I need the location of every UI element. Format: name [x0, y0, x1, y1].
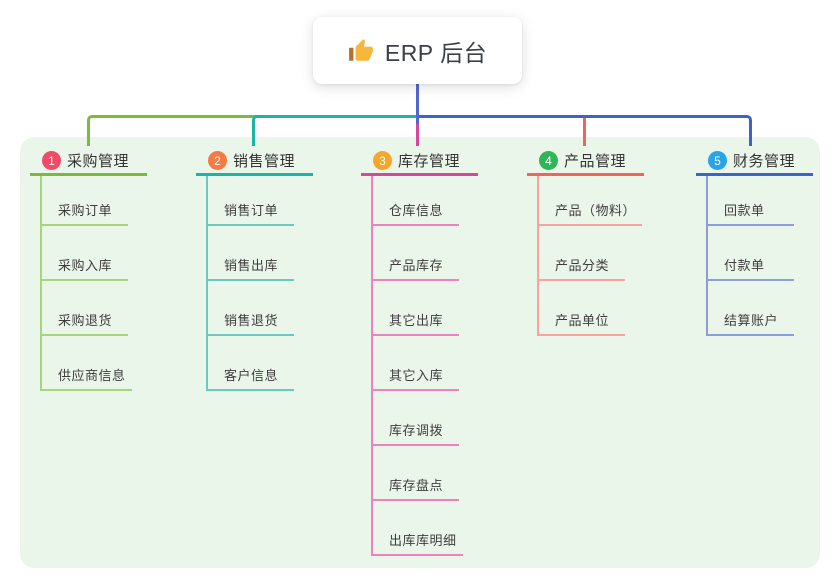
list-item: 库存盘点: [373, 446, 463, 501]
item-label: 客户信息: [208, 365, 294, 391]
branch-inventory-badge: 3: [373, 151, 392, 170]
list-item: 供应商信息: [42, 336, 132, 391]
branch-purchase-title: 采购管理: [67, 153, 130, 170]
branch-inventory-head: 3 库存管理: [361, 148, 478, 176]
connector-branch-3-drop: [416, 118, 419, 146]
list-item: 其它入库: [373, 336, 463, 391]
list-item: 仓库信息: [373, 176, 463, 226]
item-label: 出库库明细: [373, 530, 463, 556]
item-label: 库存盘点: [373, 475, 459, 501]
list-item: 付款单: [708, 226, 794, 281]
thumbs-up-icon: [348, 38, 374, 64]
branch-finance: 5 财务管理 回款单 付款单 结算账户: [696, 148, 813, 336]
item-label: 采购退货: [42, 310, 128, 336]
item-label: 库存调拨: [373, 420, 459, 446]
branch-inventory-title: 库存管理: [398, 153, 461, 170]
item-label: 产品单位: [539, 310, 625, 336]
list-item: 销售订单: [208, 176, 294, 226]
item-label: 仓库信息: [373, 200, 459, 226]
item-label: 付款单: [708, 255, 794, 281]
item-label: 供应商信息: [42, 365, 132, 391]
branch-purchase-head: 1 采购管理: [30, 148, 147, 176]
list-item: 销售出库: [208, 226, 294, 281]
list-item: 库存调拨: [373, 391, 463, 446]
connector-branch-5-elbow: [417, 115, 752, 146]
item-label: 采购入库: [42, 255, 128, 281]
item-label: 结算账户: [708, 310, 794, 336]
list-item: 客户信息: [208, 336, 294, 391]
branch-sales-title: 销售管理: [233, 153, 296, 170]
connector-root-stub: [416, 84, 419, 124]
list-item: 产品分类: [539, 226, 642, 281]
list-item: 采购退货: [42, 281, 132, 336]
list-item: 销售退货: [208, 281, 294, 336]
list-item: 其它出库: [373, 281, 463, 336]
branch-inventory: 3 库存管理 仓库信息 产品库存 其它出库 其它入库 库存调拨 库存盘点 出库库…: [361, 148, 478, 556]
branch-inventory-items: 仓库信息 产品库存 其它出库 其它入库 库存调拨 库存盘点 出库库明细: [371, 176, 463, 556]
branch-purchase: 1 采购管理 采购订单 采购入库 采购退货 供应商信息: [30, 148, 147, 391]
connector-branch-4-drop: [583, 118, 586, 146]
branch-product-items: 产品（物料） 产品分类 产品单位: [537, 176, 643, 336]
branch-finance-head: 5 财务管理: [696, 148, 813, 176]
list-item: 产品库存: [373, 226, 463, 281]
branch-finance-title: 财务管理: [733, 153, 796, 170]
list-item: 回款单: [708, 176, 794, 226]
item-label: 产品库存: [373, 255, 459, 281]
list-item: 结算账户: [708, 281, 794, 336]
branch-product-title: 产品管理: [564, 153, 627, 170]
list-item: 采购订单: [42, 176, 132, 226]
mindmap-panel: [20, 137, 820, 568]
connector-branch-2-elbow: [252, 115, 422, 146]
root-node: ERP 后台: [313, 17, 522, 84]
item-label: 产品分类: [539, 255, 625, 281]
branch-sales: 2 销售管理 销售订单 销售出库 销售退货 客户信息: [196, 148, 313, 391]
item-label: 采购订单: [42, 200, 128, 226]
item-label: 销售退货: [208, 310, 294, 336]
branch-sales-badge: 2: [208, 151, 227, 170]
root-node-label: ERP 后台: [384, 39, 488, 66]
list-item: 产品（物料）: [539, 176, 643, 226]
item-label: 销售订单: [208, 200, 294, 226]
branch-sales-items: 销售订单 销售出库 销售退货 客户信息: [206, 176, 294, 391]
branch-finance-items: 回款单 付款单 结算账户: [706, 176, 794, 336]
item-label: 回款单: [708, 200, 794, 226]
list-item: 产品单位: [539, 281, 642, 336]
item-label: 其它入库: [373, 365, 459, 391]
branch-purchase-badge: 1: [42, 151, 61, 170]
branch-product-head: 4 产品管理: [527, 148, 644, 176]
branch-product-badge: 4: [539, 151, 558, 170]
branch-product: 4 产品管理 产品（物料） 产品分类 产品单位: [527, 148, 644, 336]
branch-sales-head: 2 销售管理: [196, 148, 313, 176]
list-item: 采购入库: [42, 226, 132, 281]
branch-finance-badge: 5: [708, 151, 727, 170]
item-label: 销售出库: [208, 255, 294, 281]
item-label: 产品（物料）: [539, 200, 643, 226]
list-item: 出库库明细: [373, 501, 463, 556]
item-label: 其它出库: [373, 310, 459, 336]
branch-purchase-items: 采购订单 采购入库 采购退货 供应商信息: [40, 176, 132, 391]
